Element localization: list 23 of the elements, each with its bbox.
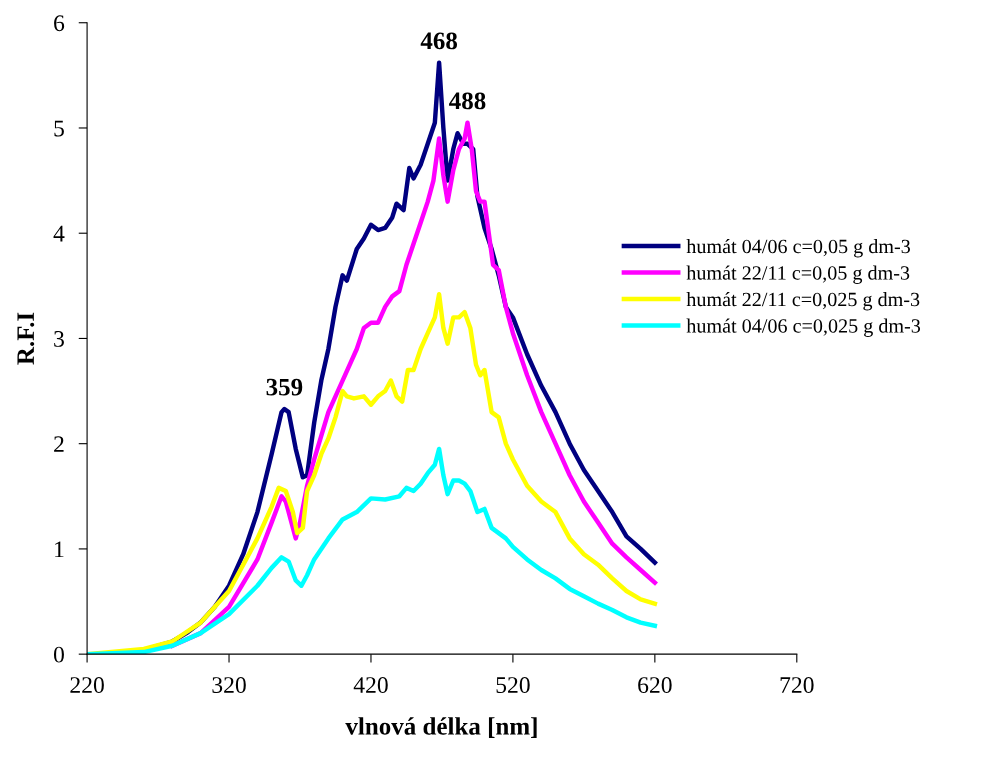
y-axis-title: R.F.I: [17, 312, 35, 365]
x-tick-label: 220: [70, 677, 104, 693]
x-axis-title: vlnová délka [nm]: [345, 717, 537, 738]
x-tick-label: 720: [780, 677, 814, 693]
legend-label: humát 04/06 c=0,05 g dm-3: [686, 239, 910, 258]
annotation: 359: [266, 378, 303, 396]
annotation: 468: [420, 32, 458, 50]
y-tick-label: 6: [54, 15, 65, 32]
y-tick-label: 5: [54, 120, 64, 137]
y-tick-label: 4: [53, 225, 65, 242]
legend-label: humát 04/06 c=0,025 g dm-3: [686, 318, 921, 337]
legend-label: humát 22/11 c=0,05 g dm-3: [686, 265, 910, 284]
legend-label: humát 22/11 c=0,025 g dm-3: [686, 292, 920, 311]
x-tick-label: 620: [638, 677, 672, 693]
y-tick-label: 2: [54, 436, 64, 452]
x-tick-label: 520: [496, 677, 530, 693]
y-tick-label: 3: [54, 331, 64, 347]
y-tick-label: 1: [55, 541, 64, 558]
x-tick-label: 320: [212, 677, 246, 693]
annotation: 488: [449, 92, 486, 110]
y-tick-label: 0: [53, 646, 64, 663]
x-tick-label: 420: [353, 677, 388, 693]
line-series: [87, 446, 658, 655]
